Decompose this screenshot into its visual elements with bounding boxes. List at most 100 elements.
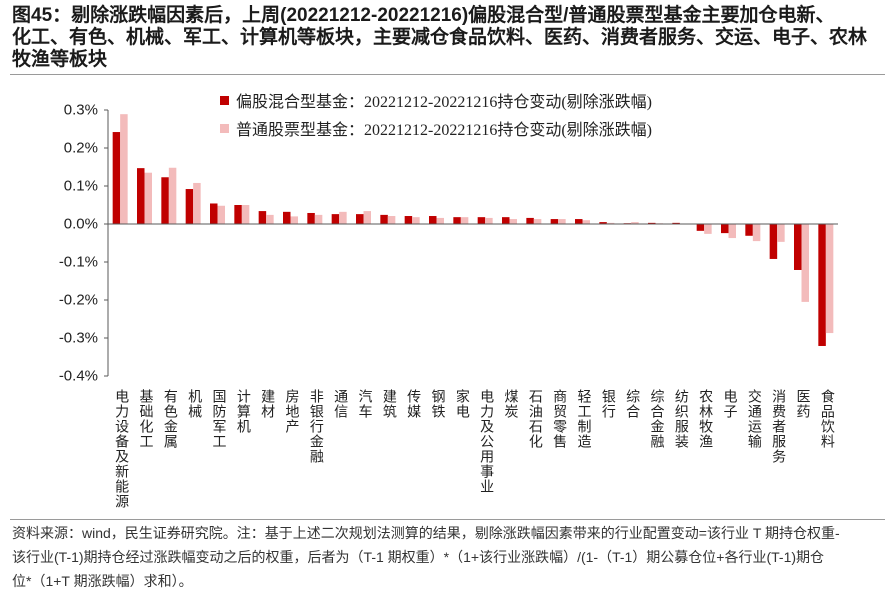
x-tick-label: 消费者服务 <box>770 389 786 464</box>
figure-title: 图45：剔除涨跌幅因素后，上周(20221212-20221216)偏股混合型/… <box>12 5 867 71</box>
x-tick-label: 家电 <box>453 389 469 419</box>
bar-stock-fund-11 <box>363 211 371 224</box>
x-tick-label: 电力设备及新能源 <box>113 389 129 509</box>
legend-item-hybrid-fund: 偏股混合型基金：20221212-20221216持仓变动(剔除涨跌幅) <box>220 86 652 114</box>
bar-hybrid-fund-5 <box>210 203 218 224</box>
x-tick-label: 纺织服装 <box>672 389 688 449</box>
x-tick-label: 食品饮料 <box>818 389 834 449</box>
x-tick-label: 电子 <box>721 389 737 419</box>
bar-hybrid-fund-12 <box>380 214 388 224</box>
bar-hybrid-fund-26 <box>721 224 729 234</box>
footnote-line: 该行业(T-1)期持仓经过涨跌幅变动之后的权重，后者为（T-1 期权重）*（1+… <box>12 549 825 565</box>
y-tick-label: 0.2% <box>64 140 98 157</box>
y-tick-label: -0.4% <box>59 368 98 385</box>
figure-title-line: 牧渔等板块 <box>12 49 108 70</box>
x-tick-label: 商贸零售 <box>551 389 567 449</box>
bar-stock-fund-14 <box>436 217 444 224</box>
bar-stock-fund-2 <box>144 172 152 224</box>
y-tick-label: 0.3% <box>64 102 98 119</box>
bar-stock-fund-20 <box>582 220 590 224</box>
x-tick-label: 通信 <box>332 389 348 419</box>
bar-hybrid-fund-27 <box>745 224 753 236</box>
bar-hybrid-fund-8 <box>283 211 291 224</box>
bar-stock-fund-17 <box>509 219 517 224</box>
footnote-line: 位*（1+T 期涨跌幅）求和）。 <box>12 573 193 589</box>
x-tick-label: 有色金属 <box>161 389 177 449</box>
footnote-divider <box>10 519 885 520</box>
x-tick-label: 基础化工 <box>137 389 153 449</box>
bar-hybrid-fund-7 <box>258 211 267 224</box>
x-tick-label: 传媒 <box>405 389 421 419</box>
bar-hybrid-fund-13 <box>404 216 413 224</box>
x-tick-label: 计算机 <box>234 389 250 434</box>
bar-stock-fund-27 <box>752 224 761 242</box>
bar-stock-fund-5 <box>217 205 225 224</box>
x-tick-label: 电力及公用事业 <box>478 389 494 494</box>
bar-stock-fund-21 <box>606 222 615 224</box>
y-tick-label: -0.1% <box>59 254 98 271</box>
bar-stock-fund-26 <box>728 224 736 239</box>
x-tick-label: 轻工制造 <box>575 389 591 449</box>
bar-hybrid-fund-15 <box>453 217 461 224</box>
bar-stock-fund-9 <box>314 214 323 224</box>
bar-hybrid-fund-17 <box>502 217 510 224</box>
x-tick-label: 机械 <box>186 389 202 419</box>
bar-stock-fund-12 <box>387 216 396 224</box>
bar-hybrid-fund-2 <box>137 168 145 224</box>
y-tick-label: -0.2% <box>59 292 98 309</box>
y-tick-label: -0.3% <box>59 330 98 347</box>
bar-hybrid-fund-23 <box>648 222 656 224</box>
bar-hybrid-fund-16 <box>477 217 486 224</box>
bar-hybrid-fund-6 <box>234 205 242 224</box>
bar-stock-fund-10 <box>339 211 347 224</box>
x-tick-label: 石油石化 <box>526 389 542 449</box>
x-tick-label: 钢铁 <box>429 389 445 419</box>
bar-hybrid-fund-3 <box>161 177 169 224</box>
bar-stock-fund-6 <box>241 205 250 224</box>
bar-hybrid-fund-14 <box>429 216 437 224</box>
bar-hybrid-fund-1 <box>112 132 121 224</box>
bar-hybrid-fund-10 <box>331 214 340 224</box>
y-tick-label: 0.0% <box>64 216 98 233</box>
x-tick-label: 综合金融 <box>648 389 664 449</box>
x-tick-label: 农林牧渔 <box>697 389 713 449</box>
bar-hybrid-fund-24 <box>672 222 680 224</box>
bar-stock-fund-4 <box>193 182 201 224</box>
bar-hybrid-fund-21 <box>599 222 607 224</box>
bar-hybrid-fund-9 <box>307 212 315 224</box>
x-tick-label: 医药 <box>794 389 810 419</box>
bar-stock-fund-13 <box>412 217 420 224</box>
bar-hybrid-fund-18 <box>526 217 534 224</box>
x-tick-label: 非银行金融 <box>307 389 323 464</box>
x-tick-label: 银行 <box>599 389 615 419</box>
bar-stock-fund-28 <box>777 224 785 242</box>
x-tick-label: 煤炭 <box>502 389 518 419</box>
legend-item-stock-fund: 普通股票型基金：20221212-20221216持仓变动(剔除涨跌幅) <box>220 114 652 142</box>
bar-stock-fund-7 <box>266 214 274 224</box>
bar-stock-fund-16 <box>485 217 493 224</box>
bar-hybrid-fund-30 <box>818 224 826 346</box>
legend-label-hybrid-fund: 偏股混合型基金：20221212-20221216持仓变动(剔除涨跌幅) <box>236 94 652 111</box>
x-tick-label: 房地产 <box>283 389 299 434</box>
y-tick-label: 0.1% <box>64 178 98 195</box>
bar-hybrid-fund-20 <box>575 219 583 224</box>
bar-hybrid-fund-4 <box>185 189 194 224</box>
x-tick-label: 交通运输 <box>745 389 761 449</box>
legend-swatch-stock-fund <box>220 123 229 133</box>
x-tick-label: 建材 <box>259 389 275 419</box>
bar-stock-fund-19 <box>558 219 566 224</box>
x-tick-label: 汽车 <box>356 389 372 419</box>
figure-title-line: 化工、有色、机械、军工、计算机等板块，主要减仓食品饮料、医药、消费者服务、交运、… <box>12 27 868 48</box>
bar-hybrid-fund-29 <box>794 224 802 270</box>
bar-stock-fund-22 <box>631 222 639 224</box>
legend-swatch-hybrid-fund <box>220 95 229 105</box>
x-tick-label: 建筑 <box>380 389 396 419</box>
bar-stock-fund-25 <box>704 224 712 234</box>
source-footnote: 资料来源：wind，民生证券研究院。注：基于上述二次规划法测算的结果，剔除涨跌幅… <box>12 521 840 593</box>
x-tick-label: 国防军工 <box>210 389 226 449</box>
footnote-line: 资料来源：wind，民生证券研究院。注：基于上述二次规划法测算的结果，剔除涨跌幅… <box>12 525 840 541</box>
bar-stock-fund-15 <box>460 217 469 224</box>
